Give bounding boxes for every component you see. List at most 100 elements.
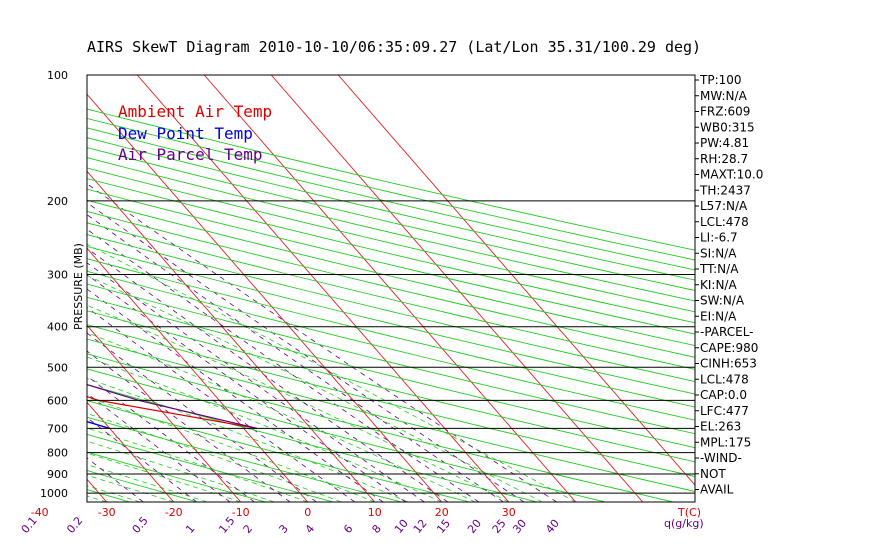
moist-adiabat-line: [87, 440, 275, 502]
isotherm-line: [87, 478, 108, 502]
dry-adiabat-line: [87, 147, 695, 291]
dry-adiabat-line: [87, 188, 695, 335]
dry-adiabat-line: [0, 75, 62, 502]
dry-adiabat-line: [87, 199, 695, 347]
mixing-ratio-tick-label: 30: [510, 517, 529, 536]
isobars: [87, 74, 695, 494]
isotherm-line: [203, 75, 577, 502]
bottom-temp-tick-label: -40: [31, 506, 49, 519]
dry-adiabat-line: [87, 324, 695, 477]
pressure-tick-label: 100: [47, 69, 68, 82]
side-panel-item: FRZ:609: [700, 105, 750, 119]
dry-adiabat-line: [87, 416, 402, 502]
mixing-ratio-tick-label: 0.5: [130, 514, 151, 536]
pressure-tick-label: 900: [47, 468, 68, 481]
mixing-ratio-unit-label: q(g/kg): [664, 517, 704, 530]
bottom-temp-tick-label: 0: [304, 506, 311, 519]
axis-ticks: 1002003004005006007008009001000-120-110-…: [19, 69, 704, 536]
side-panel-item: L57:N/A: [700, 199, 748, 213]
mixing-ratio-tick-label: 0.2: [64, 514, 85, 536]
mixing-ratio-line: [0, 182, 32, 502]
pressure-tick-label: 200: [47, 195, 68, 208]
dry-adiabat-line: [87, 433, 334, 502]
side-panel-item: MW:N/A: [700, 89, 748, 103]
legend: Ambient Air Temp Dew Point Temp Air Parc…: [118, 102, 272, 164]
dry-adiabat-line: [87, 246, 695, 395]
side-panel-item: CAPE:980: [700, 341, 758, 355]
bottom-temp-tick-label: 20: [435, 506, 449, 519]
mixing-ratio-tick-label: 15: [434, 517, 453, 536]
dry-adiabat-line: [87, 470, 198, 502]
y-axis-label: PRESSURE (MB): [72, 243, 85, 330]
side-panel-item: LI:-6.7: [700, 231, 738, 245]
mixing-ratio-tick-label: 20: [465, 517, 484, 536]
isotherm-line: [87, 170, 376, 502]
side-panel-item: TP:100: [699, 73, 742, 87]
dry-adiabat-line: [87, 353, 674, 502]
dry-adiabat-line: [87, 296, 695, 449]
legend-parcel: Air Parcel Temp: [118, 145, 263, 164]
moist-adiabat-line: [87, 304, 509, 502]
mixing-ratio-tick-label: 3: [276, 522, 290, 536]
dry-adiabat-line: [87, 384, 538, 502]
pressure-tick-label: 700: [47, 422, 68, 435]
dry-adiabat-line: [87, 283, 695, 435]
side-panel-item: EI:N/A: [700, 309, 737, 323]
mixing-ratio-line: [87, 202, 525, 502]
pressure-tick-label: 500: [47, 361, 68, 374]
mixing-ratio-tick-label: 2: [241, 522, 255, 536]
mixing-ratio-tick-label: 1: [183, 522, 197, 536]
side-panel-item: PW:4.81: [700, 136, 749, 150]
temp-unit-label: T(C): [677, 506, 701, 519]
pressure-tick-label: 400: [47, 321, 68, 334]
pressure-tick-label: 600: [47, 394, 68, 407]
bottom-temp-tick-label: -20: [165, 506, 183, 519]
isotherm-line: [270, 75, 644, 502]
legend-ambient: Ambient Air Temp: [118, 102, 272, 121]
dry-adiabat-line: [87, 157, 695, 302]
moist-adiabat-line: [87, 356, 442, 502]
mixing-ratio-tick-label: 4: [303, 522, 317, 536]
side-panel-item: LCL:478: [700, 215, 749, 229]
side-panel-item: MAXT:10.0: [700, 168, 763, 182]
dry-adiabat-line: [87, 258, 695, 408]
chart-title: AIRS SkewT Diagram 2010-10-10/06:35:09.2…: [87, 38, 701, 56]
mixing-ratio-tick-label: 8: [369, 522, 383, 536]
side-panel-item: SW:N/A: [700, 294, 745, 308]
mixing-ratio-line: [87, 417, 198, 502]
bottom-temp-tick-label: -30: [98, 506, 116, 519]
bottom-temp-tick-label: -10: [232, 506, 250, 519]
legend-dewpoint: Dew Point Temp: [118, 124, 253, 143]
side-panel-item: CINH:653: [700, 357, 757, 371]
side-panel-item: WB0:315: [700, 120, 755, 134]
plot-frame: [86, 74, 696, 503]
side-panel-item: NOT: [700, 467, 726, 481]
dry-adiabat-line: [87, 451, 266, 502]
pressure-tick-label: 800: [47, 447, 68, 460]
dry-adiabat-line: [87, 137, 695, 281]
air-parcel-temp-line: [87, 384, 258, 429]
isotherm-line: [87, 247, 309, 502]
side-panel-item: RH:28.7: [700, 152, 748, 166]
dry-adiabat-line: [87, 270, 695, 421]
dry-adiabat-line: [87, 310, 695, 463]
mixing-ratio-line: [87, 262, 425, 502]
moist-adiabat-line: [87, 243, 576, 502]
mixing-ratio-tick-label: 6: [341, 522, 355, 536]
dry-adiabat-line: [87, 167, 695, 313]
moist-adiabat-line: [87, 332, 476, 502]
moist-adiabat-line: [87, 495, 107, 502]
isotherm-line: [87, 401, 175, 502]
side-panel-item: CAP:0.0: [700, 388, 747, 402]
dry-adiabat-line: [87, 400, 470, 502]
dry-adiabat-line: [87, 178, 695, 324]
dry-adiabat-line: [87, 222, 695, 370]
side-panel-item: LCL:478: [700, 372, 749, 386]
grid: [0, 75, 695, 502]
side-panel-item: -PARCEL-: [700, 325, 754, 339]
side-panel-item: MPL:175: [700, 435, 751, 449]
side-panel-item: TT:N/A: [699, 262, 739, 276]
side-panel-item: -WIND-: [700, 451, 742, 465]
dry-adiabat-line: [87, 338, 695, 492]
